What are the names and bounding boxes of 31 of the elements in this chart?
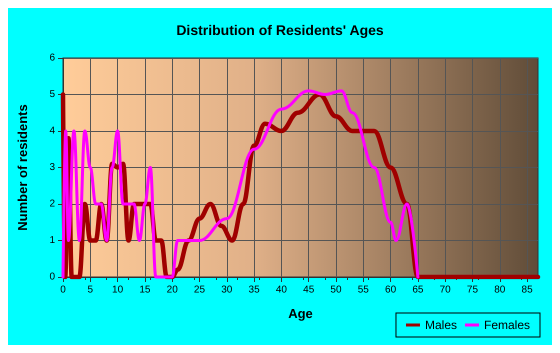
x-tick-label: 45 [303,284,315,296]
legend-label: Females [484,318,530,332]
x-tick-label: 10 [112,284,124,296]
x-tick-label: 60 [385,284,397,296]
x-tick-label: 75 [466,284,478,296]
chart-title: Distribution of Residents' Ages [176,22,384,38]
x-tick-label: 85 [522,284,534,296]
x-tick-label: 30 [221,284,233,296]
x-tick-label: 70 [440,284,452,296]
x-tick-label: 20 [166,284,178,296]
y-tick-label: 4 [49,126,56,136]
line-series [62,89,420,278]
x-tick-label: 0 [60,284,66,296]
legend-label: Males [424,318,457,332]
y-axis-title: Number of residents [15,104,30,231]
x-tick-label: 15 [139,284,151,296]
x-tick-label: 5 [88,284,94,296]
x-tick-label: 25 [194,284,206,296]
y-tick-label: 5 [49,89,56,100]
y-tick-label: 2 [49,198,56,210]
y-tick-label: 6 [49,52,56,64]
y-tick-label: 3 [49,162,56,173]
x-axis-title: Age [288,306,313,321]
x-tick-label: 50 [330,284,342,296]
y-tick-label: 0 [49,272,56,282]
x-tick-label: 40 [276,284,288,296]
x-tick-label: 80 [494,284,506,296]
y-tick-label: 1 [49,235,56,246]
x-tick-label: 35 [248,284,260,296]
x-tick-label: 65 [412,284,424,296]
x-tick-label: 55 [358,284,370,296]
